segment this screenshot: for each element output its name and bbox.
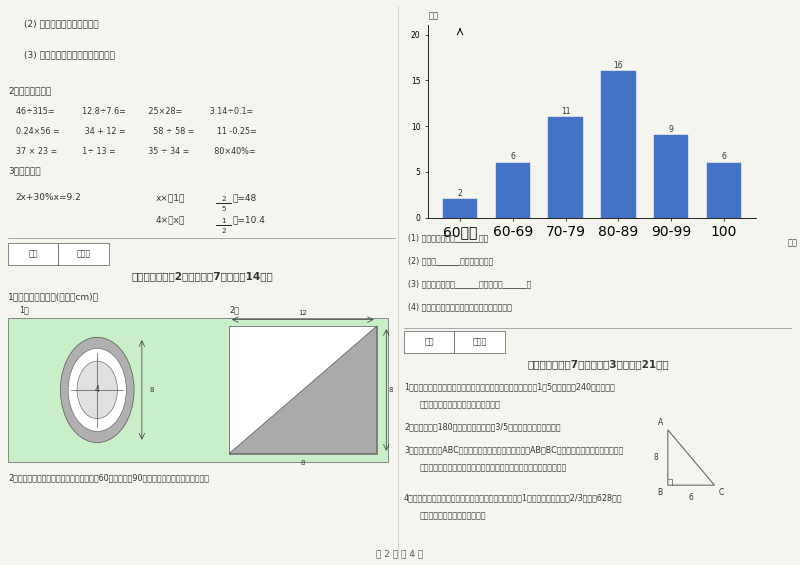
Text: 2: 2 <box>221 228 226 234</box>
Text: (4) 看右面的统计图，你再提出一个数学问题。: (4) 看右面的统计图，你再提出一个数学问题。 <box>408 302 512 311</box>
Bar <box>404 331 454 353</box>
Bar <box>454 331 505 353</box>
Text: (3) 甲数是甲乙两数和的百分之几？: (3) 甲数是甲乙两数和的百分之几？ <box>23 50 114 59</box>
Text: 2．直接写得数：: 2．直接写得数： <box>8 86 51 95</box>
Text: 2、: 2、 <box>229 306 239 315</box>
Text: 6: 6 <box>722 152 726 161</box>
Text: (1) 这个班共有学生______人。: (1) 这个班共有学生______人。 <box>408 233 488 242</box>
Text: 3．把直角三角形ABC（如下图）（单位：分米）沿着边AB和BC分别旋转一周，可以得到两个不: 3．把直角三角形ABC（如下图）（单位：分米）沿着边AB和BC分别旋转一周，可以… <box>404 445 623 454</box>
Text: 评卷人: 评卷人 <box>473 338 486 347</box>
Text: 求这个油桶的高。（列方程解）: 求这个油桶的高。（列方程解） <box>419 511 486 520</box>
Text: 六、应用题（共7小题，每题3分，共计21分）: 六、应用题（共7小题，每题3分，共计21分） <box>527 359 669 369</box>
Text: 6: 6 <box>510 152 515 161</box>
Text: 这批校服的一半，这批校服共多少套？: 这批校服的一半，这批校服共多少套？ <box>419 400 500 409</box>
Text: 五、综合题（共2小题，每题7分，共计14分）: 五、综合题（共2小题，每题7分，共计14分） <box>131 271 273 281</box>
Bar <box>654 135 688 218</box>
Text: 得分: 得分 <box>425 338 434 347</box>
Text: 2．六年级共有180名学生，其中男生占3/5，六年级有女生多少人？: 2．六年级共有180名学生，其中男生占3/5，六年级有女生多少人？ <box>404 422 561 431</box>
Text: C: C <box>718 488 723 497</box>
Bar <box>549 117 582 218</box>
Text: 6: 6 <box>689 493 694 502</box>
Text: 2x+30%x=9.2: 2x+30%x=9.2 <box>16 193 82 202</box>
Bar <box>229 326 377 454</box>
Text: 评卷人: 评卷人 <box>77 250 90 259</box>
Text: A: A <box>658 418 662 427</box>
Text: 1．求阴影部分面积(单位：cm)。: 1．求阴影部分面积(单位：cm)。 <box>8 292 99 301</box>
Text: 3．解方程：: 3．解方程： <box>8 167 41 176</box>
Bar <box>496 163 530 218</box>
Text: 同的圆锥，沿着哪条边旋转得到的圆锥体积比较大？是多少立方分米？: 同的圆锥，沿着哪条边旋转得到的圆锥体积比较大？是多少立方分米？ <box>419 463 566 472</box>
Text: 分数: 分数 <box>787 238 798 247</box>
Text: 第 2 页 共 4 页: 第 2 页 共 4 页 <box>377 549 423 558</box>
Text: 8: 8 <box>301 460 305 466</box>
Text: 5: 5 <box>221 206 226 211</box>
Text: 人数: 人数 <box>429 12 438 21</box>
Text: 12: 12 <box>298 310 307 316</box>
Text: (2) 乙数比甲数少百分之几？: (2) 乙数比甲数少百分之几？ <box>23 19 98 28</box>
Text: 37 × 23 =          1÷ 13 =             35 ÷ 34 =          80×40%=: 37 × 23 = 1÷ 13 = 35 ÷ 34 = 80×40%= <box>16 147 255 156</box>
Text: 2: 2 <box>221 195 226 202</box>
Bar <box>602 71 635 218</box>
Text: 1．服装厂要生产一批校服，第一周完成的套数与总套数的比是1：5，如再生产240套，就完成: 1．服装厂要生产一批校服，第一周完成的套数与总套数的比是1：5，如再生产240套… <box>404 382 614 391</box>
Text: 11: 11 <box>561 107 570 115</box>
Bar <box>58 243 109 266</box>
Bar <box>8 318 388 462</box>
Text: 4×（x＋: 4×（x＋ <box>155 215 185 224</box>
Text: 8: 8 <box>388 387 393 393</box>
Text: 2: 2 <box>458 189 462 198</box>
Polygon shape <box>229 326 377 454</box>
Bar <box>443 199 478 218</box>
Text: 4．一个装满汽油的圆柱形油桶，从里面量，底面半径为1米，如用去这桶油的2/3后还剩628升，: 4．一个装满汽油的圆柱形油桶，从里面量，底面半径为1米，如用去这桶油的2/3后还… <box>404 493 622 502</box>
Circle shape <box>68 349 126 432</box>
Circle shape <box>60 337 134 442</box>
Bar <box>706 163 741 218</box>
Text: 8: 8 <box>150 387 154 393</box>
Text: (3) 考试的及格率是______，优秀率是______。: (3) 考试的及格率是______，优秀率是______。 <box>408 279 531 288</box>
Text: 8: 8 <box>654 453 658 462</box>
Text: 1: 1 <box>221 218 226 224</box>
Text: 46÷315=           12.8÷7.6=         25×28=           3.14÷0.1=: 46÷315= 12.8÷7.6= 25×28= 3.14÷0.1= <box>16 107 253 116</box>
Text: ）=48: ）=48 <box>232 193 257 202</box>
Text: 9: 9 <box>669 125 674 134</box>
Text: 4: 4 <box>95 385 100 394</box>
Text: 得分: 得分 <box>29 250 38 259</box>
Circle shape <box>77 361 118 419</box>
Text: ）=10.4: ）=10.4 <box>232 215 265 224</box>
Text: (2) 成绩在______段的人数最多。: (2) 成绩在______段的人数最多。 <box>408 256 493 265</box>
Text: 16: 16 <box>614 61 623 70</box>
Text: 1、: 1、 <box>20 306 30 315</box>
Text: 2．如图是某班一次数学测试的统计图．（60分为及格，90分为优秀），认真看图后填空。: 2．如图是某班一次数学测试的统计图．（60分为及格，90分为优秀），认真看图后填… <box>8 473 209 482</box>
Text: 0.24×56 =          34 + 12 =           58 ÷ 58 =         11 -0.25=: 0.24×56 = 34 + 12 = 58 ÷ 58 = 11 -0.25= <box>16 127 257 136</box>
Bar <box>8 243 58 266</box>
Text: x×（1－: x×（1－ <box>155 193 185 202</box>
Text: B: B <box>658 488 662 497</box>
